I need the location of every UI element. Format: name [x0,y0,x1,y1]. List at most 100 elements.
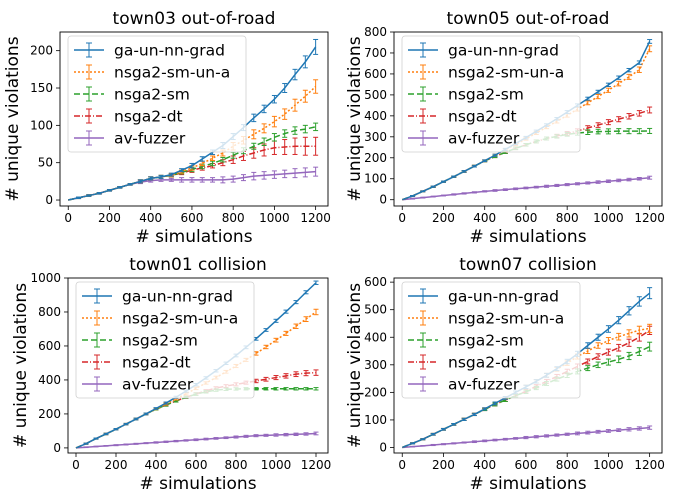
chart-panel-3: town01 collision # simulations # unique vi… [11,255,331,489]
legend-label: nsga2-sm [448,86,524,104]
axes-frame [393,31,663,207]
x-tick-label: 0 [64,211,72,225]
legend-box [401,35,581,153]
y-tick-label: 500 [364,88,387,102]
y-tick-label: 0 [53,441,61,455]
legend-entry: ga-un-nn-grad [82,288,233,306]
y-tick-label: 200 [30,44,53,58]
axes-frame [59,31,329,207]
y-tick-label: 100 [364,413,387,427]
legend-label: nsga2-sm [448,332,524,350]
x-tick-label: 0 [398,211,406,225]
y-tick-label: 0 [45,193,53,207]
y-tick-label: 600 [364,67,387,81]
x-tick-label: 800 [556,458,579,472]
x-tick-label: 1000 [593,211,624,225]
x-axis-label: # simulations [469,227,586,247]
legend-label: av-fuzzer [114,130,186,148]
x-tick-label: 1000 [593,458,624,472]
y-tick-label: 300 [364,130,387,144]
legend-label: ga-un-nn-grad [448,42,559,60]
legend-label: ga-un-nn-grad [122,288,233,306]
chart-title: town03 out-of-road [113,9,276,29]
y-axis-label: # unique violations [345,36,365,201]
x-tick-label: 200 [105,458,128,472]
legend-box [75,281,255,399]
x-tick-label: 600 [514,458,537,472]
chart-panel-2: town05 out-of-road # simulations # unique … [345,9,665,247]
y-tick-label: 150 [30,81,53,95]
legend-label: nsga2-sm-un-a [122,310,238,328]
legend-box [67,35,247,153]
y-tick-label: 200 [38,407,61,421]
legend-entry: av-fuzzer [74,130,186,148]
legend-entry: av-fuzzer [408,376,520,394]
series-line [68,170,316,201]
y-tick-label: 200 [364,151,387,165]
x-axis-label: # simulations [139,474,256,489]
x-tick-label: 400 [473,211,496,225]
y-tick-label: 0 [379,193,387,207]
y-tick-label: 800 [38,305,61,319]
axes-frame [67,277,329,454]
x-tick-label: 400 [145,458,168,472]
legend-label: ga-un-nn-grad [448,288,559,306]
legend-entry: nsga2-sm [74,86,190,104]
series-av-fuzzer [75,431,319,449]
legend-label: nsga2-sm-un-a [114,64,230,82]
legend-label: nsga2-dt [122,354,191,372]
y-tick-label: 200 [364,385,387,399]
x-axis-label: # simulations [469,474,586,489]
y-tick-label: 100 [30,118,53,132]
x-tick-label: 1000 [259,211,290,225]
x-tick-label: 800 [225,458,248,472]
chart-title: town01 collision [129,255,266,275]
x-tick-label: 200 [98,211,121,225]
legend-label: nsga2-sm [114,86,190,104]
legend-label: nsga2-sm-un-a [448,310,564,328]
y-tick-label: 0 [379,440,387,454]
legend-entry: nsga2-sm-un-a [408,310,564,328]
y-tick-label: 600 [38,339,61,353]
chart-title: town05 out-of-road [447,9,610,29]
legend-entry: nsga2-sm-un-a [74,64,230,82]
series-av-fuzzer [402,175,653,201]
legend-label: av-fuzzer [448,376,520,394]
chart-panel-4: town07 collision # simulations # unique vi… [345,255,665,489]
legend-entry: ga-un-nn-grad [408,288,559,306]
y-tick-label: 800 [364,25,387,39]
x-axis-label: # simulations [135,227,252,247]
x-tick-label: 400 [473,458,496,472]
x-tick-label: 600 [514,211,537,225]
axes-frame [393,277,663,454]
x-tick-label: 600 [180,211,203,225]
y-tick-label: 300 [364,358,387,372]
y-tick-label: 400 [38,373,61,387]
legend-label: nsga2-dt [448,108,517,126]
legend-label: nsga2-sm [122,332,198,350]
x-tick-label: 200 [432,458,455,472]
legend-entry: nsga2-sm [82,332,198,350]
x-tick-label: 1200 [300,211,331,225]
y-axis-label: # unique violations [3,36,23,201]
legend-label: av-fuzzer [122,376,194,394]
legend-entry: nsga2-sm [408,332,524,350]
legend-entry: nsga2-dt [408,108,517,126]
y-tick-label: 1000 [30,271,61,285]
x-tick-label: 200 [432,211,455,225]
legend-entry: nsga2-dt [408,354,517,372]
y-tick-label: 400 [364,330,387,344]
x-tick-label: 1200 [634,211,665,225]
chart-panel-1: town03 out-of-road # simulations # unique … [3,9,331,247]
y-axis-label: # unique violations [345,283,365,448]
legend-label: nsga2-dt [448,354,517,372]
legend-entry: nsga2-dt [82,354,191,372]
legend-entry: nsga2-sm-un-a [408,64,564,82]
legend-entry: av-fuzzer [82,376,194,394]
y-axis-label: # unique violations [11,283,31,448]
legend-label: ga-un-nn-grad [114,42,225,60]
legend-label: nsga2-sm-un-a [448,64,564,82]
x-tick-label: 1200 [634,458,665,472]
legend-entry: nsga2-sm [408,86,524,104]
